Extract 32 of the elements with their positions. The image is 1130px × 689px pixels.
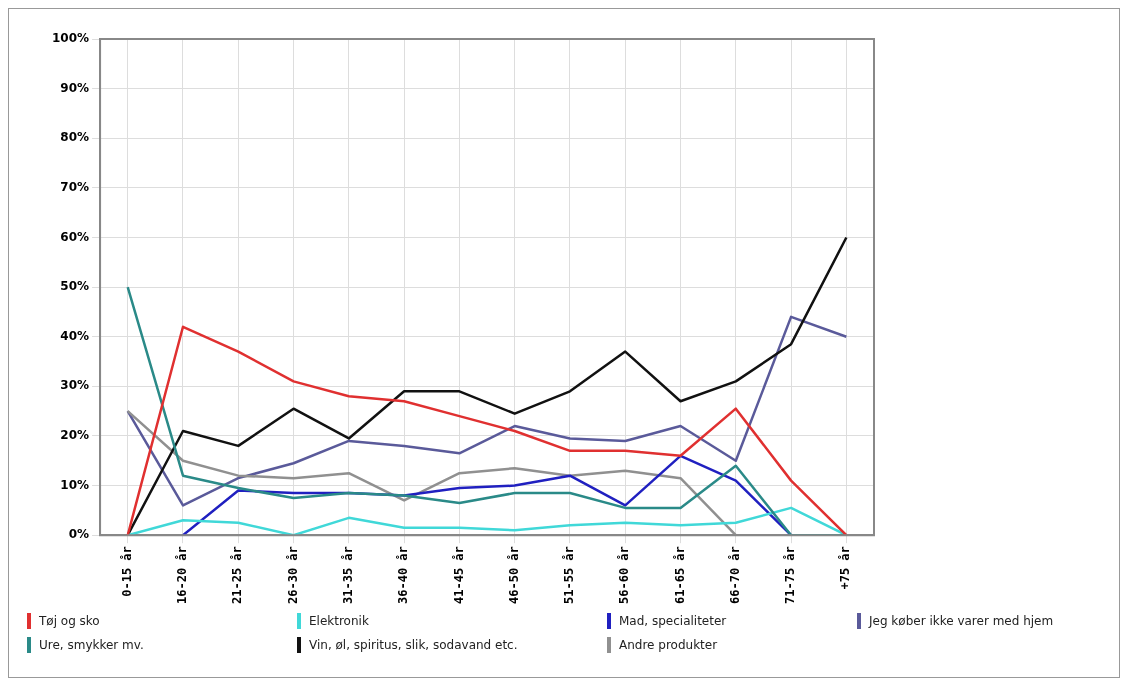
- y-tick-label: 60%: [60, 229, 90, 244]
- legend-label: Mad, specialiteter: [619, 614, 727, 628]
- x-tick-label: 61-65 år: [672, 546, 687, 604]
- legend-label: Ure, smykker mv.: [39, 638, 144, 652]
- x-tick-label: 31-35 år: [340, 546, 355, 604]
- legend-label: Tøj og sko: [39, 614, 100, 628]
- legend-label: Andre produkter: [619, 638, 718, 652]
- x-tick-label: 71-75 år: [783, 546, 798, 604]
- y-tick-label: 0%: [68, 527, 90, 542]
- x-tick-label: 56-60 år: [617, 546, 632, 604]
- y-tick-label: 80%: [60, 130, 90, 145]
- y-tick-label: 40%: [60, 328, 90, 343]
- x-tick-label: 66-70 år: [727, 546, 742, 604]
- x-tick-label: 51-55 år: [562, 546, 577, 604]
- y-tick-label: 50%: [60, 279, 90, 294]
- y-tick-label: 30%: [60, 378, 90, 393]
- x-tick-label: 26-30 år: [285, 546, 300, 604]
- y-tick-label: 20%: [60, 428, 90, 443]
- y-tick-label: 100%: [51, 31, 90, 46]
- x-tick-label: 21-25 år: [230, 546, 245, 604]
- legend-label: Elektronik: [309, 614, 369, 628]
- y-tick-label: 90%: [60, 80, 90, 95]
- legend-label: Vin, øl, spiritus, slik, sodavand etc.: [309, 638, 518, 652]
- x-tick-label: 46-50 år: [506, 546, 521, 604]
- x-tick-label: 41-45 år: [451, 546, 466, 604]
- x-tick-label: 16-20 år: [175, 546, 190, 604]
- y-tick-label: 70%: [60, 179, 90, 194]
- x-tick-label: 36-40 år: [396, 546, 411, 604]
- x-tick-label: +75 år: [838, 546, 853, 590]
- x-tick-label: 0-15 år: [119, 546, 134, 597]
- y-tick-label: 10%: [60, 477, 90, 492]
- legend-label: Jeg køber ikke varer med hjem: [869, 614, 1054, 628]
